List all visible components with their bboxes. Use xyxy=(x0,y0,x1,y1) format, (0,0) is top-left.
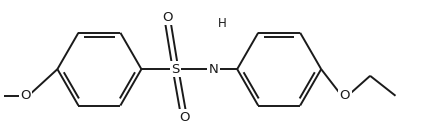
Text: O: O xyxy=(340,89,350,102)
Text: H: H xyxy=(218,17,226,30)
Text: S: S xyxy=(171,63,180,76)
Text: O: O xyxy=(179,111,189,124)
Text: N: N xyxy=(209,63,219,76)
Text: O: O xyxy=(20,89,30,102)
Text: O: O xyxy=(162,11,172,24)
